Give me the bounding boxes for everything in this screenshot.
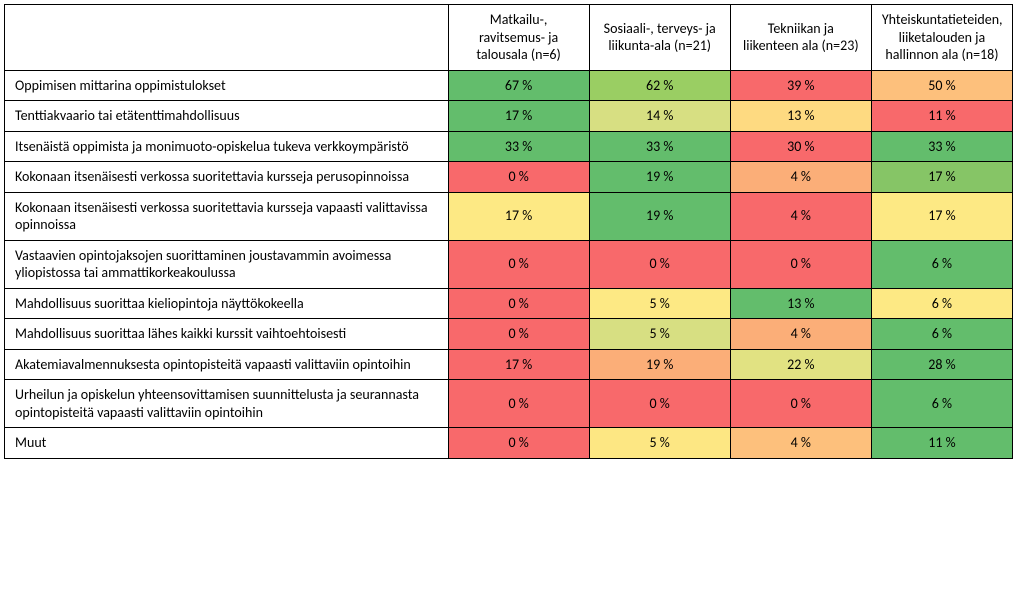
value-cell: 14 % xyxy=(589,101,730,132)
value-cell: 4 % xyxy=(730,428,871,459)
blank-corner xyxy=(5,5,449,71)
value-cell: 11 % xyxy=(871,101,1012,132)
value-cell: 6 % xyxy=(871,240,1012,288)
row-label: Oppimisen mittarina oppimistulokset xyxy=(5,70,449,101)
column-header: Yhteiskuntatieteiden, liiketalouden ja h… xyxy=(871,5,1012,71)
value-cell: 5 % xyxy=(589,319,730,350)
value-cell: 17 % xyxy=(448,192,589,240)
value-cell: 0 % xyxy=(448,240,589,288)
value-cell: 17 % xyxy=(448,349,589,380)
value-cell: 62 % xyxy=(589,70,730,101)
value-cell: 17 % xyxy=(871,162,1012,193)
value-cell: 6 % xyxy=(871,319,1012,350)
table-head: Matkailu-, ravitsemus- ja talousala (n=6… xyxy=(5,5,1013,71)
value-cell: 17 % xyxy=(448,101,589,132)
value-cell: 5 % xyxy=(589,288,730,319)
value-cell: 33 % xyxy=(448,131,589,162)
row-label: Akatemiavalmennuksesta opintopisteitä va… xyxy=(5,349,449,380)
value-cell: 11 % xyxy=(871,428,1012,459)
value-cell: 19 % xyxy=(589,349,730,380)
value-cell: 30 % xyxy=(730,131,871,162)
heatmap-table: Matkailu-, ravitsemus- ja talousala (n=6… xyxy=(4,4,1013,459)
table-body: Oppimisen mittarina oppimistulokset67 %6… xyxy=(5,70,1013,458)
row-label: Tenttiakvaario tai etätenttimahdollisuus xyxy=(5,101,449,132)
value-cell: 67 % xyxy=(448,70,589,101)
table-row: Itsenäistä oppimista ja monimuoto-opiske… xyxy=(5,131,1013,162)
value-cell: 0 % xyxy=(589,240,730,288)
row-label: Mahdollisuus suorittaa kieliopintoja näy… xyxy=(5,288,449,319)
value-cell: 19 % xyxy=(589,162,730,193)
value-cell: 13 % xyxy=(730,101,871,132)
value-cell: 0 % xyxy=(448,162,589,193)
table-row: Muut0 %5 %4 %11 % xyxy=(5,428,1013,459)
row-label: Urheilun ja opiskelun yhteensovittamisen… xyxy=(5,380,449,428)
value-cell: 28 % xyxy=(871,349,1012,380)
table-row: Kokonaan itsenäisesti verkossa suoritett… xyxy=(5,192,1013,240)
value-cell: 6 % xyxy=(871,380,1012,428)
column-header: Tekniikan ja liikenteen ala (n=23) xyxy=(730,5,871,71)
value-cell: 0 % xyxy=(448,288,589,319)
table-row: Mahdollisuus suorittaa kieliopintoja näy… xyxy=(5,288,1013,319)
value-cell: 0 % xyxy=(730,240,871,288)
row-label: Vastaavien opintojaksojen suorittaminen … xyxy=(5,240,449,288)
column-header: Sosiaali-, terveys- ja liikunta-ala (n=2… xyxy=(589,5,730,71)
value-cell: 33 % xyxy=(871,131,1012,162)
table-row: Urheilun ja opiskelun yhteensovittamisen… xyxy=(5,380,1013,428)
row-label: Kokonaan itsenäisesti verkossa suoritett… xyxy=(5,192,449,240)
value-cell: 13 % xyxy=(730,288,871,319)
value-cell: 17 % xyxy=(871,192,1012,240)
row-label: Kokonaan itsenäisesti verkossa suoritett… xyxy=(5,162,449,193)
value-cell: 0 % xyxy=(448,428,589,459)
row-label: Muut xyxy=(5,428,449,459)
table-row: Akatemiavalmennuksesta opintopisteitä va… xyxy=(5,349,1013,380)
column-header: Matkailu-, ravitsemus- ja talousala (n=6… xyxy=(448,5,589,71)
table-row: Vastaavien opintojaksojen suorittaminen … xyxy=(5,240,1013,288)
value-cell: 33 % xyxy=(589,131,730,162)
table-row: Oppimisen mittarina oppimistulokset67 %6… xyxy=(5,70,1013,101)
value-cell: 4 % xyxy=(730,319,871,350)
value-cell: 0 % xyxy=(730,380,871,428)
value-cell: 0 % xyxy=(448,319,589,350)
value-cell: 19 % xyxy=(589,192,730,240)
value-cell: 5 % xyxy=(589,428,730,459)
row-label: Mahdollisuus suorittaa lähes kaikki kurs… xyxy=(5,319,449,350)
value-cell: 50 % xyxy=(871,70,1012,101)
value-cell: 0 % xyxy=(448,380,589,428)
value-cell: 4 % xyxy=(730,162,871,193)
value-cell: 22 % xyxy=(730,349,871,380)
table-row: Tenttiakvaario tai etätenttimahdollisuus… xyxy=(5,101,1013,132)
value-cell: 6 % xyxy=(871,288,1012,319)
value-cell: 39 % xyxy=(730,70,871,101)
value-cell: 4 % xyxy=(730,192,871,240)
table-row: Mahdollisuus suorittaa lähes kaikki kurs… xyxy=(5,319,1013,350)
value-cell: 0 % xyxy=(589,380,730,428)
table-row: Kokonaan itsenäisesti verkossa suoritett… xyxy=(5,162,1013,193)
row-label: Itsenäistä oppimista ja monimuoto-opiske… xyxy=(5,131,449,162)
